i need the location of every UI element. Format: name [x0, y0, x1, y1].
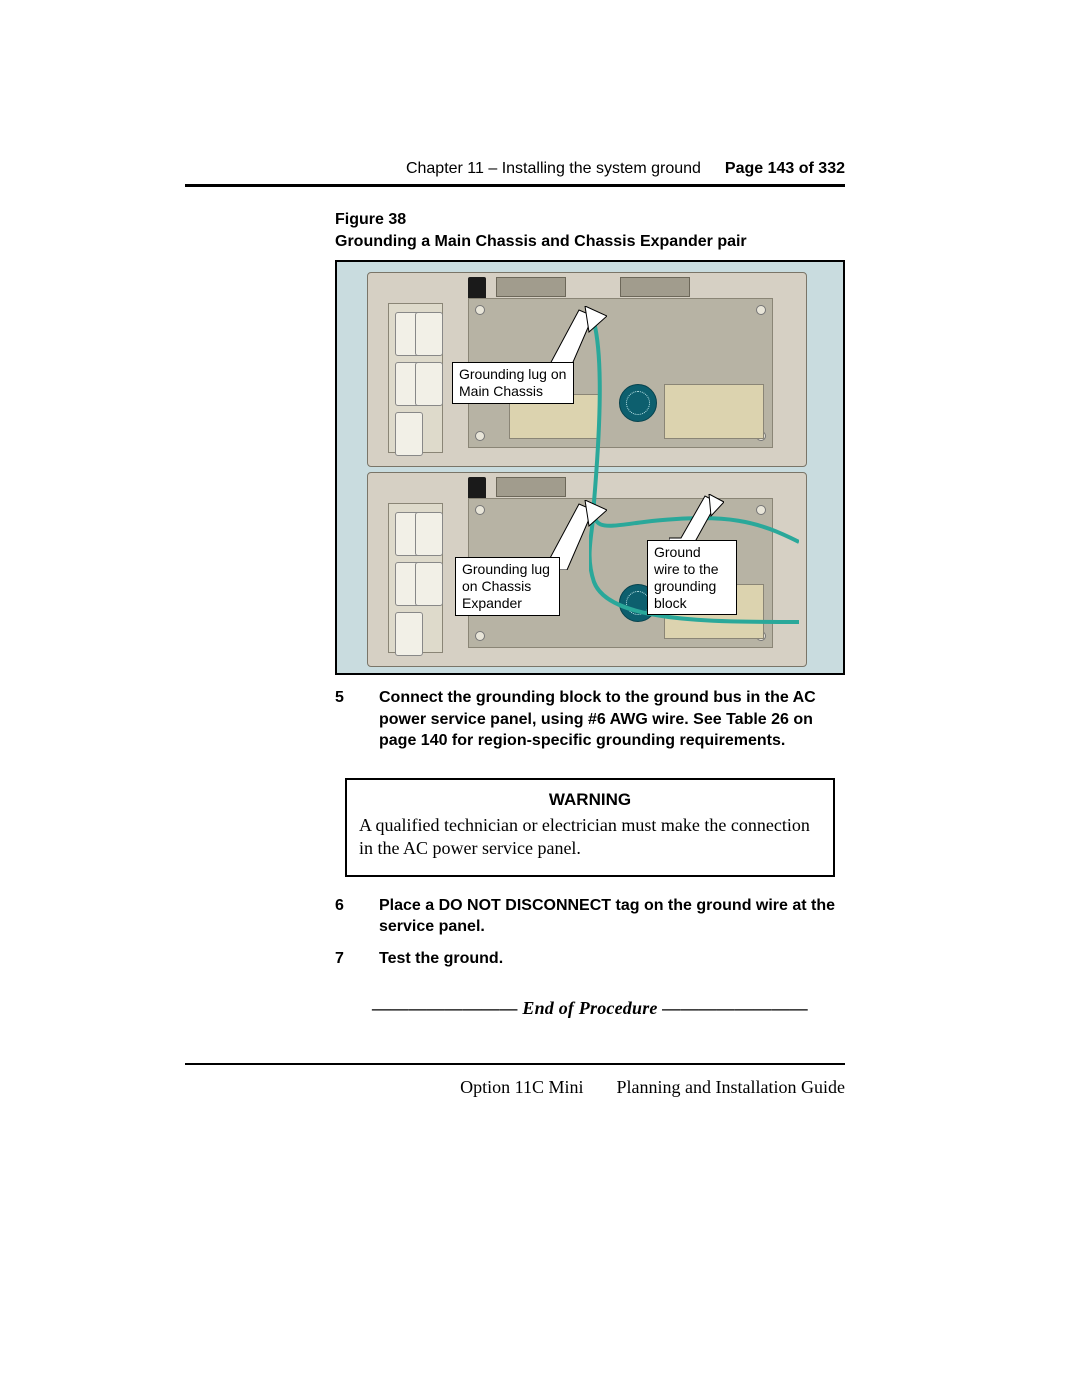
ce-badge-icon: [619, 384, 657, 422]
page-body: Chapter 11 – Installing the system groun…: [185, 160, 845, 1019]
footer-product: Option 11C Mini: [460, 1077, 583, 1097]
header-rule: [185, 184, 845, 187]
end-of-procedure: ———————— End of Procedure ————————: [335, 998, 845, 1019]
callout-main-lug: Grounding lug on Main Chassis: [452, 362, 574, 404]
warning-title: WARNING: [359, 790, 821, 810]
procedure-step: 5 Connect the grounding block to the gro…: [335, 687, 845, 752]
footer-rule: [185, 1063, 845, 1065]
step-number: 7: [335, 948, 347, 970]
top-connector-slot: [496, 277, 566, 297]
footer-doc-title: Planning and Installation Guide: [617, 1077, 845, 1097]
step-number: 6: [335, 895, 347, 938]
rating-label: [664, 384, 764, 439]
callout-ground-wire: Ground wire to the grounding block: [647, 540, 737, 615]
chapter-title: Chapter 11 – Installing the system groun…: [406, 160, 701, 178]
warning-body: A qualified technician or electrician mu…: [359, 814, 821, 861]
procedure-step: 7 Test the ground.: [335, 948, 845, 970]
top-connector-slot: [620, 277, 690, 297]
running-footer: Option 11C Mini Planning and Installatio…: [185, 1063, 845, 1098]
step-text: Place a DO NOT DISCONNECT tag on the gro…: [379, 895, 845, 938]
warning-callout: WARNING A qualified technician or electr…: [345, 778, 835, 877]
running-header: Chapter 11 – Installing the system groun…: [185, 160, 845, 184]
figure-number: Figure 38: [335, 209, 845, 231]
callout-expander-lug: Grounding lug on Chassis Expander: [455, 557, 560, 615]
procedure-step: 6 Place a DO NOT DISCONNECT tag on the g…: [335, 895, 845, 938]
side-connector-bank: [388, 503, 443, 653]
step-number: 5: [335, 687, 347, 752]
figure-caption: Grounding a Main Chassis and Chassis Exp…: [335, 231, 845, 253]
step-text: Connect the grounding block to the groun…: [379, 687, 845, 752]
side-connector-bank: [388, 303, 443, 453]
page-number: Page 143 of 332: [725, 160, 845, 178]
step-text: Test the ground.: [379, 948, 845, 970]
top-connector-slot: [496, 477, 566, 497]
figure-illustration: Grounding lug on Main Chassis Grounding …: [335, 260, 845, 675]
